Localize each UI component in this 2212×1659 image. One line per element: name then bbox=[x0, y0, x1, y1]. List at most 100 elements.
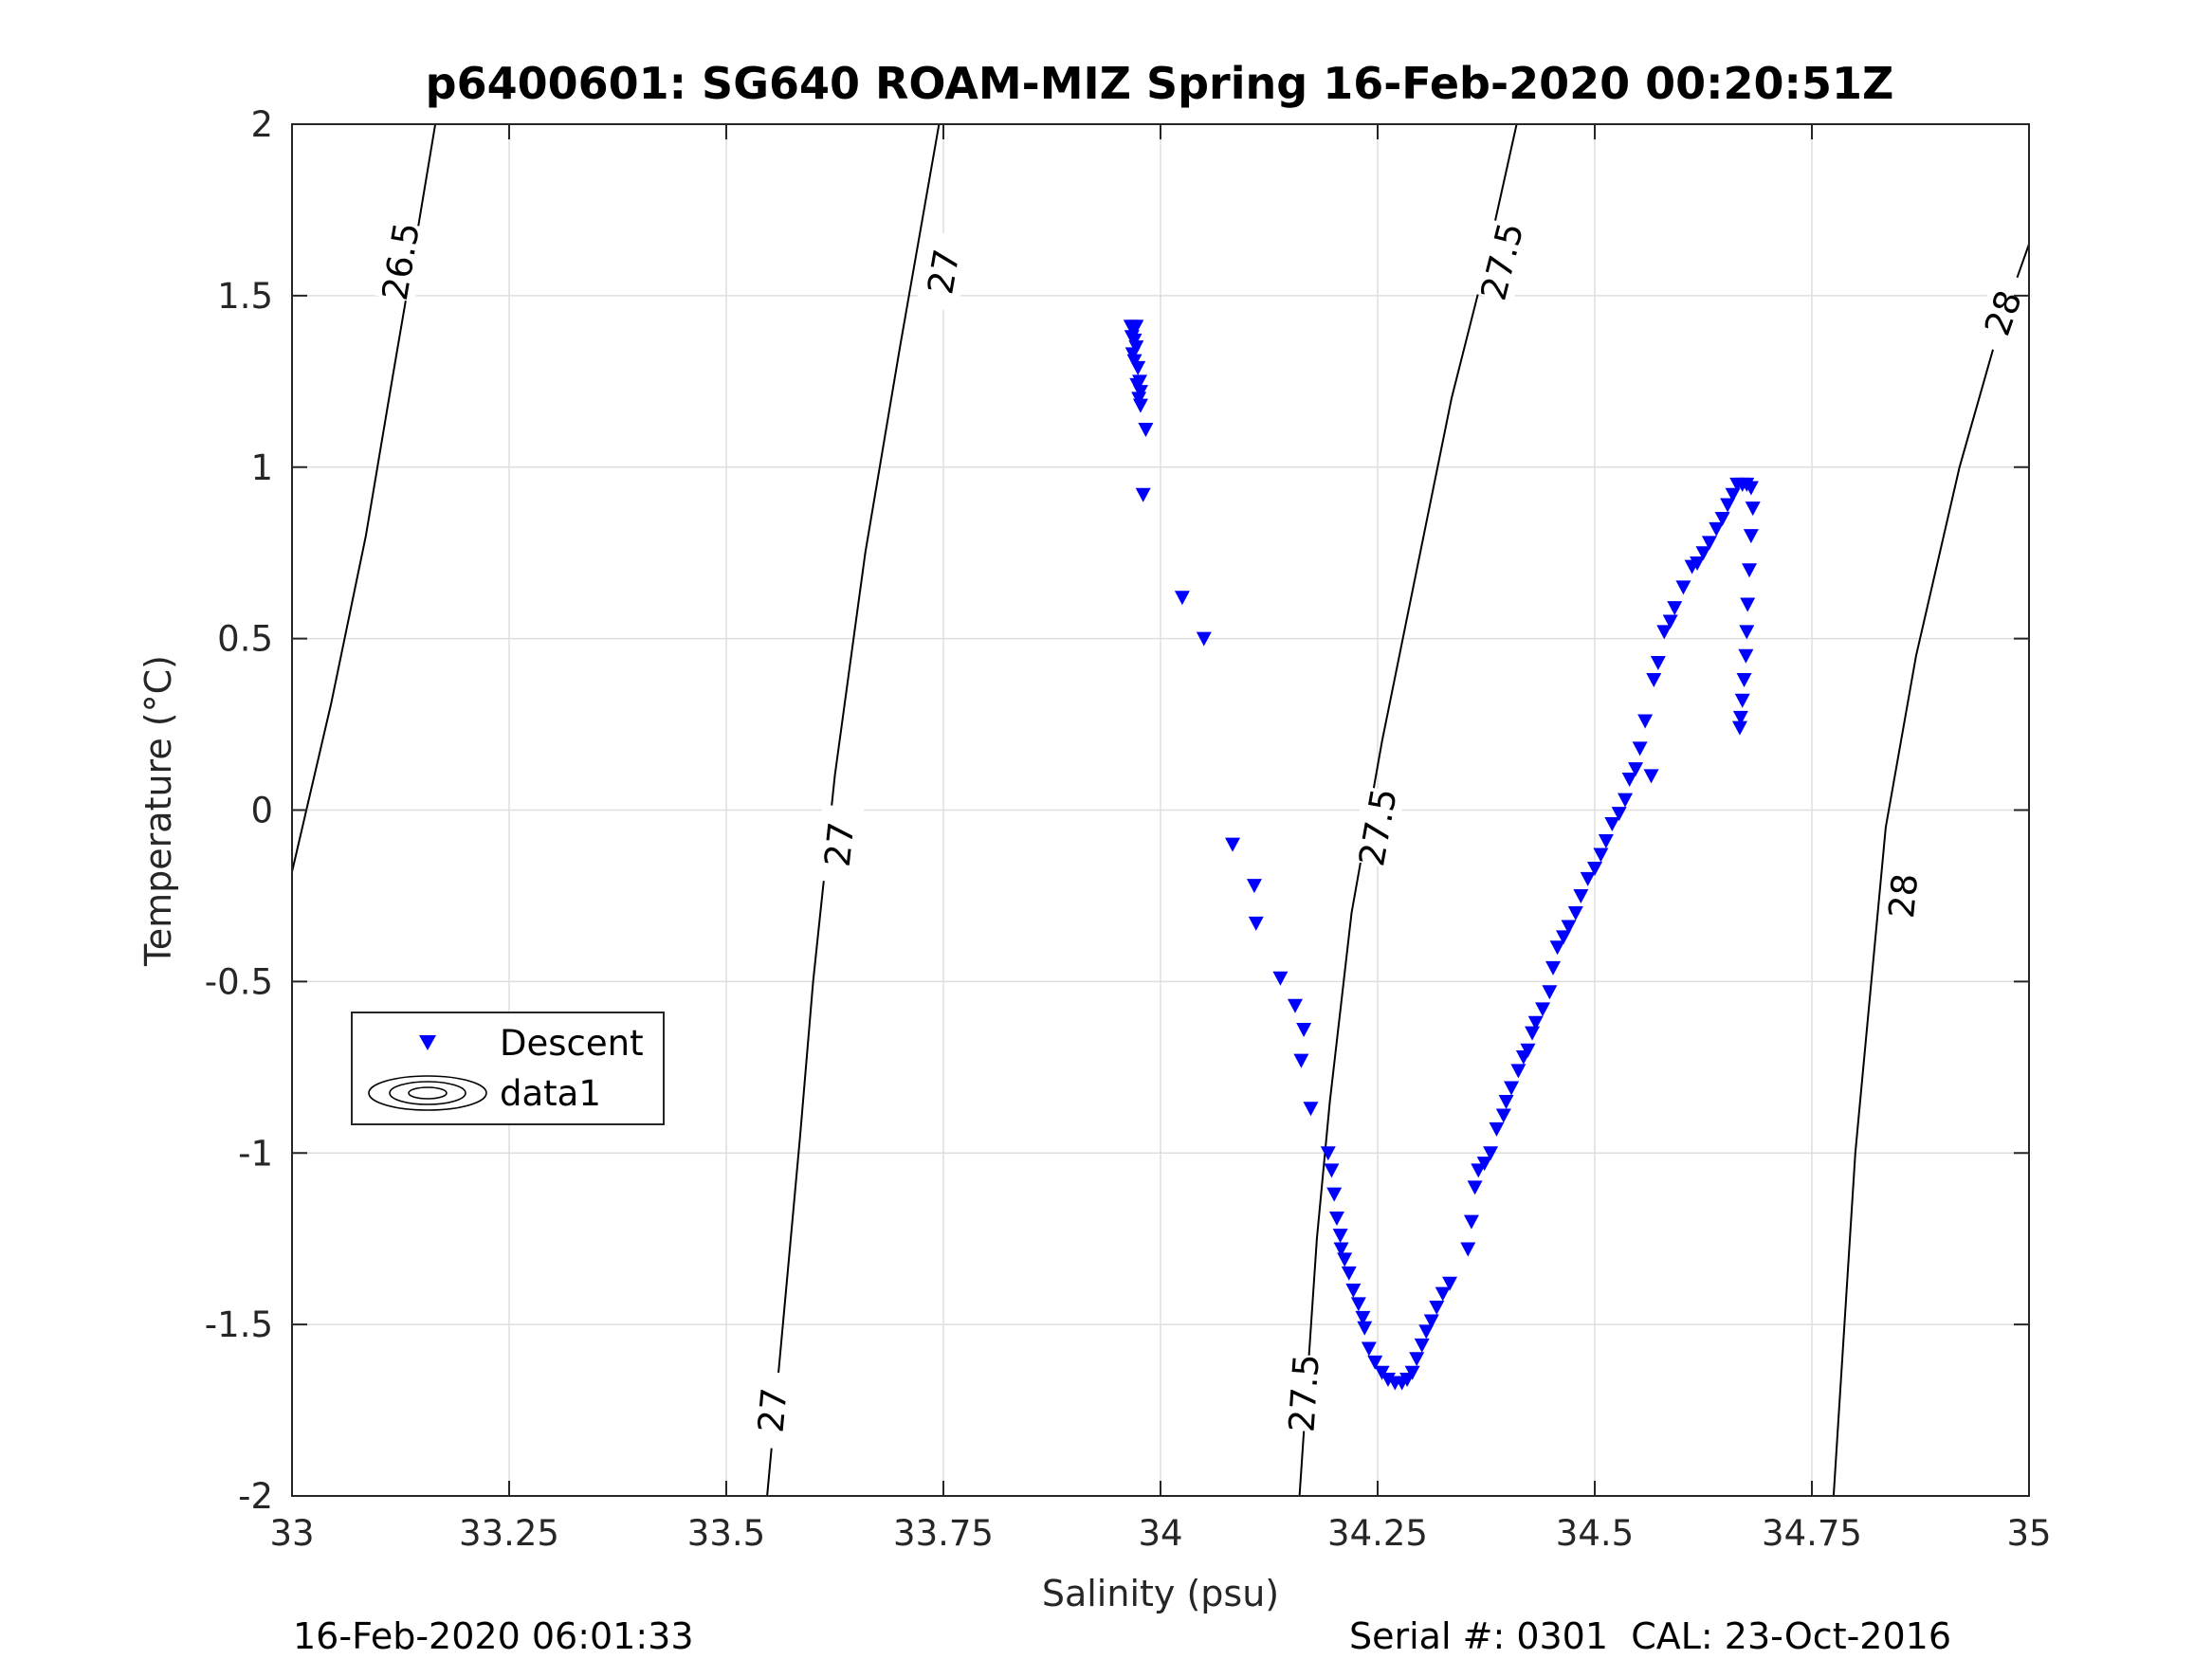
contour-label: 27 bbox=[750, 1386, 795, 1434]
descent-point bbox=[1174, 591, 1190, 606]
descent-point bbox=[1225, 837, 1241, 852]
descent-point bbox=[1409, 1352, 1425, 1367]
contour-label-background bbox=[1280, 1354, 1327, 1432]
descent-point bbox=[1646, 673, 1662, 688]
descent-point bbox=[1128, 319, 1144, 335]
descent-point bbox=[1483, 1146, 1499, 1161]
descent-point bbox=[1293, 1053, 1309, 1068]
descent-point bbox=[1135, 487, 1151, 502]
descent-point bbox=[1296, 1023, 1312, 1038]
descent-point bbox=[1632, 741, 1648, 757]
descent-point bbox=[1520, 1043, 1536, 1058]
descent-point bbox=[1662, 614, 1678, 629]
descent-point bbox=[1525, 1026, 1541, 1041]
descent-point bbox=[1561, 920, 1577, 935]
descent-point bbox=[1498, 1094, 1514, 1109]
descent-point bbox=[1736, 673, 1752, 688]
descent-point bbox=[1332, 1229, 1348, 1244]
descent-point bbox=[1549, 940, 1565, 956]
footer-serial-calibration: Serial #: 0301 CAL: 23-Oct-2016 bbox=[1349, 1615, 1951, 1657]
descent-point bbox=[1138, 422, 1154, 437]
descent-point bbox=[1745, 501, 1761, 517]
descent-point bbox=[1527, 1015, 1544, 1030]
contour-label: 27 bbox=[920, 246, 967, 298]
grid-lines bbox=[291, 123, 2030, 1497]
descent-point bbox=[1731, 720, 1747, 736]
x-tick-label: 33.5 bbox=[687, 1513, 765, 1554]
x-axis-label: Salinity (psu) bbox=[1042, 1573, 1279, 1614]
descent-point bbox=[1510, 1064, 1526, 1079]
descent-point bbox=[1367, 1355, 1383, 1370]
descent-point bbox=[1621, 772, 1637, 787]
y-tick-label: 1.5 bbox=[217, 276, 273, 317]
contour-label: 27 bbox=[817, 820, 863, 868]
x-tick-label: 33.25 bbox=[459, 1513, 559, 1554]
contour-line-27-5 bbox=[1298, 123, 1518, 1497]
descent-point bbox=[1272, 971, 1289, 986]
descent-point bbox=[1196, 631, 1212, 647]
y-axis-ticks: -2 -1.5 -1 -0.5 0 0.5 1 1.5 2 bbox=[205, 104, 2029, 1517]
descent-point bbox=[1742, 563, 1758, 578]
descent-point bbox=[1701, 536, 1717, 551]
contour-label: 27.5 bbox=[1281, 1353, 1326, 1433]
descent-point bbox=[1604, 816, 1620, 831]
descent-point bbox=[1350, 1297, 1366, 1312]
y-tick-label: -0.5 bbox=[205, 961, 273, 1002]
legend-descent-label: Descent bbox=[500, 1023, 644, 1064]
y-tick-label: -1.5 bbox=[205, 1304, 273, 1345]
descent-point bbox=[1130, 360, 1146, 375]
descent-point bbox=[1743, 481, 1759, 496]
y-tick-label: 1 bbox=[250, 447, 273, 488]
descent-point bbox=[1567, 906, 1583, 921]
descent-point bbox=[1435, 1286, 1451, 1302]
descent-point bbox=[1345, 1283, 1362, 1298]
legend-data1-label: data1 bbox=[500, 1073, 601, 1114]
descent-point bbox=[1489, 1121, 1505, 1137]
descent-point bbox=[1573, 888, 1589, 903]
descent-point bbox=[1132, 398, 1148, 413]
descent-point bbox=[1650, 655, 1666, 670]
descent-point bbox=[1324, 1163, 1340, 1178]
descent-point bbox=[1460, 1242, 1476, 1257]
descent-point bbox=[1404, 1365, 1420, 1380]
y-tick-label: -2 bbox=[238, 1476, 273, 1517]
descent-point bbox=[1743, 529, 1759, 544]
descent-point bbox=[1246, 879, 1262, 894]
y-axis-label: Temperature (°C) bbox=[137, 655, 179, 967]
descent-point bbox=[1467, 1180, 1483, 1195]
descent-point bbox=[1593, 848, 1609, 863]
x-tick-label: 34 bbox=[1138, 1513, 1182, 1554]
descent-point bbox=[1556, 930, 1572, 945]
y-tick-label: 0.5 bbox=[217, 619, 273, 660]
x-axis-ticks: 33 33.25 33.5 33.75 34 34.25 34.5 34.75 35 bbox=[269, 124, 2052, 1554]
descent-point bbox=[1442, 1276, 1458, 1291]
x-tick-label: 35 bbox=[2006, 1513, 2051, 1554]
descent-point bbox=[1720, 498, 1736, 513]
legend-data1-contour-icon bbox=[368, 1075, 487, 1111]
descent-point bbox=[1695, 546, 1711, 561]
y-tick-label: 2 bbox=[250, 104, 273, 145]
chart-title: p6400601: SG640 ROAM-MIZ Spring 16-Feb-2… bbox=[426, 58, 1894, 109]
contour-label-background bbox=[1970, 269, 2036, 356]
descent-point bbox=[1495, 1108, 1511, 1123]
footer-timestamp: 16-Feb-2020 06:01:33 bbox=[293, 1615, 694, 1657]
descent-point bbox=[1337, 1252, 1353, 1267]
descent-point bbox=[1504, 1081, 1520, 1096]
descent-point bbox=[1739, 625, 1755, 640]
descent-point bbox=[1628, 762, 1644, 777]
descent-point bbox=[1418, 1324, 1435, 1340]
descent-point bbox=[1709, 521, 1725, 537]
contour-label: 28 bbox=[1881, 872, 1926, 921]
descent-point bbox=[1598, 834, 1614, 849]
contour-label-background bbox=[1878, 856, 1928, 936]
descent-point bbox=[1320, 1146, 1336, 1161]
descent-point bbox=[1725, 487, 1741, 502]
descent-point bbox=[1429, 1301, 1445, 1316]
descent-point bbox=[1303, 1102, 1319, 1117]
descent-point bbox=[1738, 648, 1754, 664]
descent-points bbox=[1123, 319, 1761, 1391]
x-tick-label: 33 bbox=[269, 1513, 314, 1554]
descent-point bbox=[1542, 985, 1558, 1000]
